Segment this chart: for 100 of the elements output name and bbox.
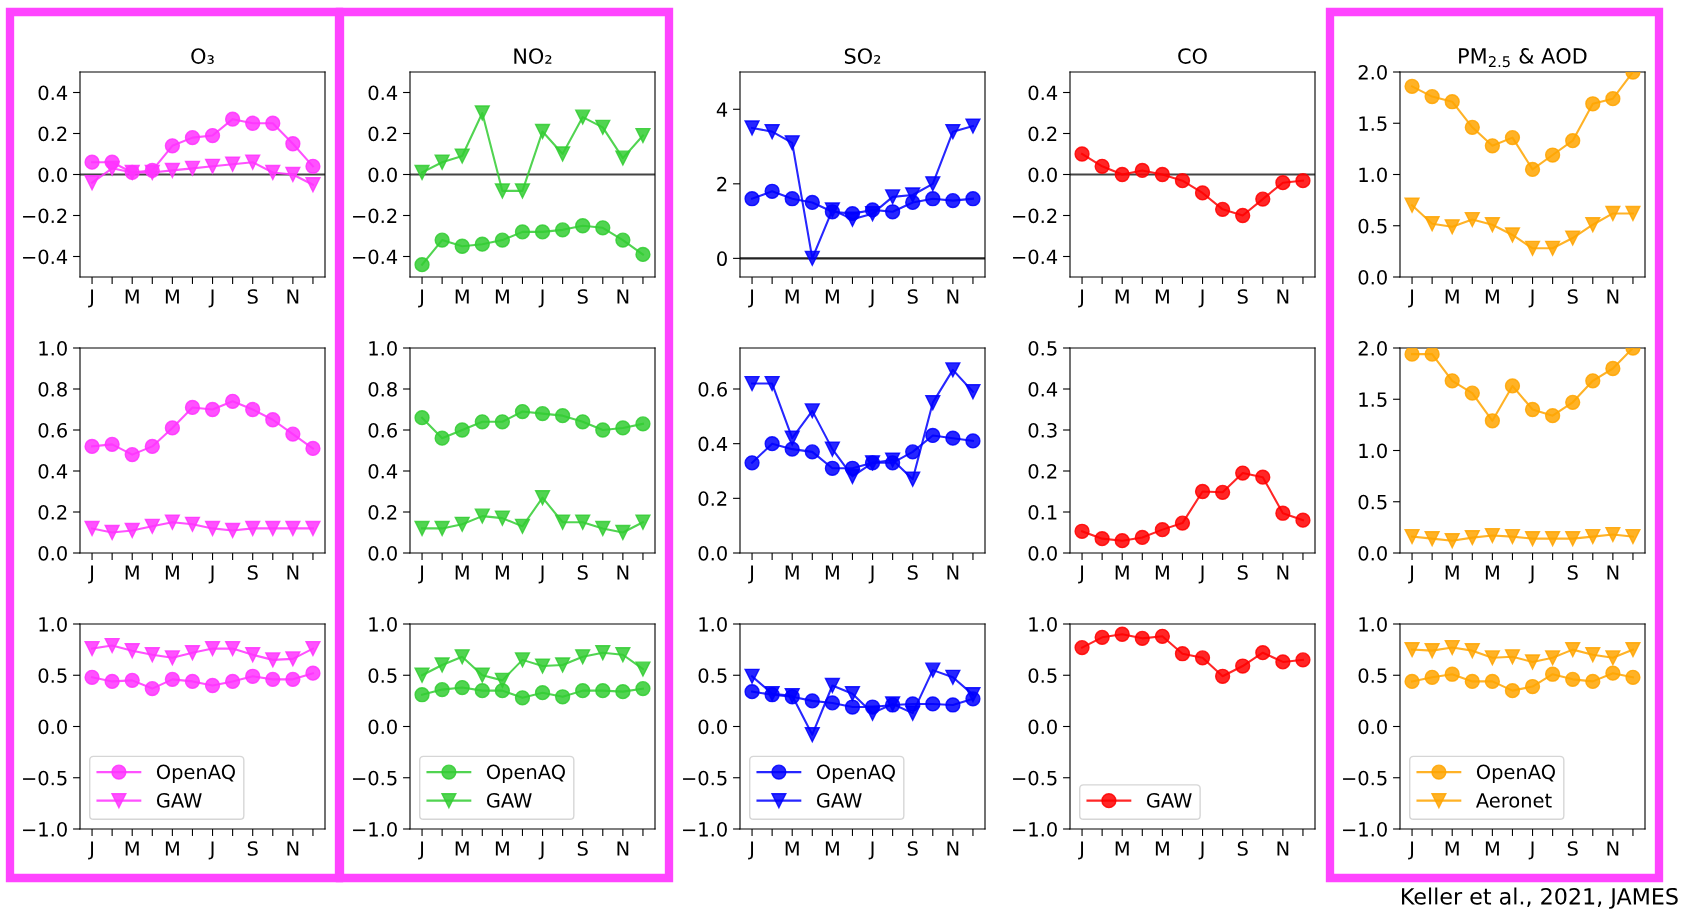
x-tick-label: J [1408,565,1414,584]
x-tick-label: J [208,289,214,308]
y-tick-label: 0.0 [698,719,727,735]
y-tick-label: 0.0 [368,719,397,735]
x-tick-label: J [418,565,424,584]
x-tick-label: M [1445,289,1459,304]
y-tick-label: 0.0 [368,545,397,561]
y-tick-label: 0.5 [698,668,727,683]
x-tick-label: J [1408,841,1414,860]
x-tick-label: M [1155,289,1169,304]
y-tick-label: 2 [717,176,727,192]
y-tick-label: 0.2 [38,504,67,520]
x-tick-label: M [785,565,799,580]
y-tick-label: 2.0 [1358,340,1387,356]
y-tick-label: 0.2 [1028,463,1057,479]
x-tick-label: N [287,565,299,580]
x-tick-label: M [1485,841,1499,856]
x-tick-label: S [1567,289,1578,304]
y-tick-label: 0.5 [38,668,67,683]
x-tick-label: M [125,565,139,580]
y-tick-label: 1.0 [369,616,397,632]
x-tick-label: N [1277,289,1289,304]
legend-label: OpenAQ [1476,764,1555,783]
x-tick-label: N [947,841,959,856]
x-tick-label: J [88,565,94,584]
y-tick-label: 0.8 [38,381,67,397]
x-tick-label: J [88,841,94,860]
x-tick-label: M [455,841,469,856]
legend-label: GAW [816,793,862,808]
x-tick-label: J [1528,841,1534,860]
x-tick-label: J [1408,289,1414,308]
x-tick-label: J [1528,289,1534,308]
x-tick-label: M [165,289,179,304]
y-tick-label: 0.0 [1028,719,1057,735]
legend-label: GAW [156,793,202,808]
y-tick-label: −1.0 [23,821,67,837]
x-tick-label: N [1277,841,1289,856]
y-tick-label: 0.4 [38,85,68,101]
x-tick-label: M [825,565,839,580]
y-tick-label: 0.0 [1358,545,1387,561]
y-tick-label: 0.3 [1028,422,1057,438]
y-tick-label: −0.5 [23,770,67,786]
x-tick-label: J [748,565,754,584]
x-tick-label: J [538,289,544,308]
x-tick-label: M [1155,841,1169,856]
x-tick-label: J [1198,565,1204,584]
y-tick-label: −0.5 [683,770,727,786]
y-tick-label: 1.0 [1359,443,1387,459]
y-tick-label: 1.5 [1359,116,1387,131]
x-tick-label: S [1237,289,1248,304]
x-tick-label: J [208,565,214,584]
x-tick-label: N [617,841,629,856]
y-tick-label: −0.2 [1013,208,1057,224]
x-tick-label: J [1078,565,1084,584]
x-tick-label: J [748,289,754,308]
y-tick-label: 1.5 [1359,392,1387,407]
y-tick-label: −0.2 [23,208,67,224]
x-tick-label: S [1237,565,1248,580]
x-tick-label: J [418,841,424,860]
x-tick-label: N [1607,565,1619,580]
legend-label: Aeronet [1475,793,1552,808]
y-tick-label: 1.0 [1359,167,1387,183]
x-tick-label: M [125,841,139,856]
y-tick-label: 1.0 [369,340,397,356]
y-tick-label: −1.0 [1013,821,1057,837]
x-tick-label: M [1115,841,1129,856]
x-tick-label: M [455,565,469,580]
x-tick-label: N [1277,565,1289,580]
x-tick-label: S [577,289,588,304]
x-tick-label: M [495,289,509,304]
legend-label: OpenAQ [156,764,235,783]
x-tick-label: J [538,841,544,860]
y-tick-label: 1.0 [39,616,67,632]
legend-label: GAW [1146,793,1192,808]
x-tick-label: J [1198,289,1204,308]
x-tick-label: M [1115,565,1129,580]
y-tick-label: 0.6 [38,422,67,438]
chart-title: NO₂ [514,48,552,64]
x-tick-label: S [1237,841,1248,856]
x-tick-label: J [748,841,754,860]
y-tick-label: 0.5 [368,668,397,683]
y-tick-label: 0.0 [1028,167,1057,183]
y-tick-label: 0.0 [698,545,727,561]
y-tick-label: 0.8 [368,381,397,397]
x-tick-label: M [495,841,509,856]
y-tick-label: 1.0 [1029,616,1057,632]
x-tick-label: S [1567,565,1578,580]
x-tick-label: S [577,565,588,580]
y-tick-label: −0.4 [1013,249,1058,265]
x-tick-label: S [247,841,258,856]
y-tick-label: 0.2 [38,126,67,142]
x-tick-label: M [495,565,509,580]
x-tick-label: M [1155,565,1169,580]
x-tick-label: J [868,289,874,308]
y-tick-label: 0.0 [1358,719,1387,735]
y-tick-label: 1.0 [1359,616,1387,632]
x-tick-label: S [247,289,258,304]
y-tick-label: −0.2 [353,208,397,224]
chart-title: O₃ [191,48,214,64]
y-tick-label: 0.4 [368,463,398,479]
